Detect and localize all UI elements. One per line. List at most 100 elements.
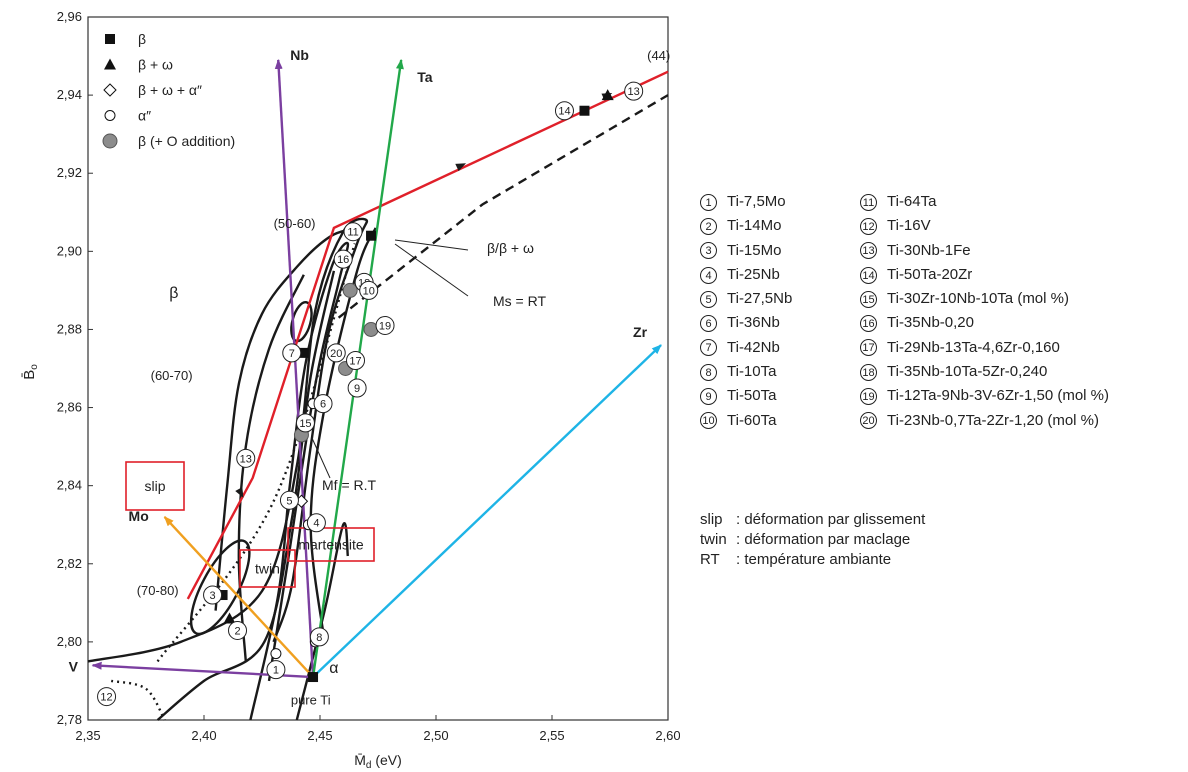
alloy-item: 7 Ti-42Nb <box>700 336 792 360</box>
number-circle <box>282 343 302 363</box>
number-text: 4 <box>313 518 319 530</box>
leader-beta-omega <box>394 239 469 251</box>
number-text: 6 <box>320 399 326 411</box>
number-text: 8 <box>316 632 322 644</box>
number-text: 9 <box>354 383 360 395</box>
data-points: 123456781113141517181991012132016 <box>97 81 644 707</box>
number-circle <box>346 351 366 370</box>
alloy-number: 9 <box>700 388 717 406</box>
y-tick-label: 2,82 <box>57 556 82 571</box>
alloy-number: 19 <box>860 388 877 406</box>
y-tick-label: 2,92 <box>57 165 82 180</box>
marker-triangle <box>601 89 614 101</box>
vector-zr <box>312 344 662 678</box>
dotted-tail <box>110 679 166 721</box>
marker-square <box>105 34 115 44</box>
arrow-head <box>455 163 467 172</box>
marker-circle-gray <box>102 133 118 149</box>
annotations: (44) (50-60) β (60-70) (70-80) α pure Ti β/β + … <box>137 48 671 707</box>
y-tick-label: 2,84 <box>57 478 82 493</box>
alloy-name: Ti-50Ta <box>727 387 777 405</box>
alloy-number: 7 <box>700 339 717 357</box>
number-circle <box>359 280 379 300</box>
marker-circle-open <box>104 110 116 121</box>
phase-boundary-curve <box>156 270 336 721</box>
number-text: 14 <box>558 106 570 118</box>
alloy-name: Ti-36Nb <box>727 314 780 332</box>
annotation-6: pure Ti <box>291 692 331 707</box>
alloy-list-2: 11 Ti-64Ta 12 Ti-16V 13 Ti-30Nb-1Fe 14 Ti-50Ta-… <box>860 190 1109 433</box>
point-number-14: 14 <box>554 101 574 121</box>
number-text: 13 <box>628 86 640 98</box>
alloy-item: 1 Ti-7,5Mo <box>700 190 792 214</box>
alloy-name: Ti-50Ta-20Zr <box>887 265 973 283</box>
y-tick-label: 2,94 <box>57 87 82 102</box>
y-tick-label: 2,78 <box>57 712 82 727</box>
box-martensite <box>287 527 375 562</box>
legend-item: α″ <box>104 108 151 124</box>
alloy-name: Ti-23Nb-0,7Ta-2Zr-1,20 (mol %) <box>887 411 1099 429</box>
alloy-item: 8 Ti-10Ta <box>700 360 792 384</box>
alloy-name: Ti-12Ta-9Nb-3V-6Zr-1,50 (mol %) <box>887 387 1110 405</box>
point-number-11: 11 <box>343 222 363 242</box>
alloy-item: 3 Ti-15Mo <box>700 239 792 263</box>
alloy-number: 8 <box>700 363 717 381</box>
point-13 <box>601 89 614 101</box>
legend-label: β (+ O addition) <box>138 133 235 149</box>
box-slip <box>125 461 185 511</box>
number-circle <box>279 490 299 510</box>
point-number-7: 7 <box>282 343 302 363</box>
box-label-twin: twin <box>255 561 280 577</box>
point-14 <box>579 105 590 116</box>
point-number-17: 17 <box>346 351 366 370</box>
alloy-name: Ti-29Nb-13Ta-4,6Zr-0,160 <box>887 338 1060 356</box>
mf-rt-line <box>156 243 356 663</box>
marker-square <box>298 347 309 358</box>
point-pure-ti <box>308 672 319 683</box>
alloy-item: 11 Ti-64Ta <box>860 190 1109 214</box>
number-circle <box>347 378 367 398</box>
legend-label: α″ <box>138 108 151 124</box>
alloy-item: 17 Ti-29Nb-13Ta-4,6Zr-0,160 <box>860 336 1109 360</box>
phase-boundary-curve <box>237 274 305 662</box>
vector-mo <box>163 516 314 678</box>
alloy-name: Ti-25Nb <box>727 265 780 283</box>
point-number-8: 8 <box>309 627 329 647</box>
alloy-name: Ti-35Nb-0,20 <box>887 314 974 332</box>
number-circle <box>309 627 329 647</box>
label-mf-rt: Mf = R.T <box>322 477 377 493</box>
legend-label: β <box>138 31 146 47</box>
alloy-number: 18 <box>860 363 877 381</box>
alloy-item: 5 Ti-27,5Nb <box>700 287 792 311</box>
alloy-name: Ti-42Nb <box>727 338 780 356</box>
vector-label-nb: Nb <box>290 47 309 63</box>
alloy-item: 16 Ti-35Nb-0,20 <box>860 311 1109 335</box>
alloy-number: 3 <box>700 242 717 260</box>
arrow-head <box>235 487 244 498</box>
point-number-20: 20 <box>326 343 346 363</box>
alloy-number: 6 <box>700 315 717 333</box>
number-circle <box>554 101 574 121</box>
legend-item: β + ω + α″ <box>103 82 202 98</box>
legend-item: β + ω <box>104 57 173 73</box>
boundary-arrow <box>455 163 467 172</box>
alloy-item: 10 Ti-60Ta <box>700 409 792 433</box>
annotation-3: (60-70) <box>151 368 193 383</box>
point-number-19: 19 <box>375 315 395 335</box>
number-circle <box>343 222 363 242</box>
number-text: 2 <box>234 625 240 637</box>
alloy-name: Ti-15Mo <box>727 241 782 259</box>
number-text: 10 <box>363 285 375 297</box>
point-number-6: 6 <box>313 394 333 414</box>
boundary-arrow <box>235 487 244 498</box>
number-text: 19 <box>379 320 391 332</box>
y-axis-label: B̄o <box>21 364 40 380</box>
x-tick-label: 2,50 <box>423 728 448 743</box>
point-number-3: 3 <box>203 585 223 605</box>
number-circle <box>375 315 395 335</box>
alloy-name: Ti-30Zr-10Nb-10Ta (mol %) <box>887 290 1069 308</box>
alloy-item: 19 Ti-12Ta-9Nb-3V-6Zr-1,50 (mol %) <box>860 384 1109 408</box>
alloy-name: Ti-27,5Nb <box>727 290 793 308</box>
alloy-number: 13 <box>860 242 877 260</box>
number-text: 1 <box>273 665 279 677</box>
